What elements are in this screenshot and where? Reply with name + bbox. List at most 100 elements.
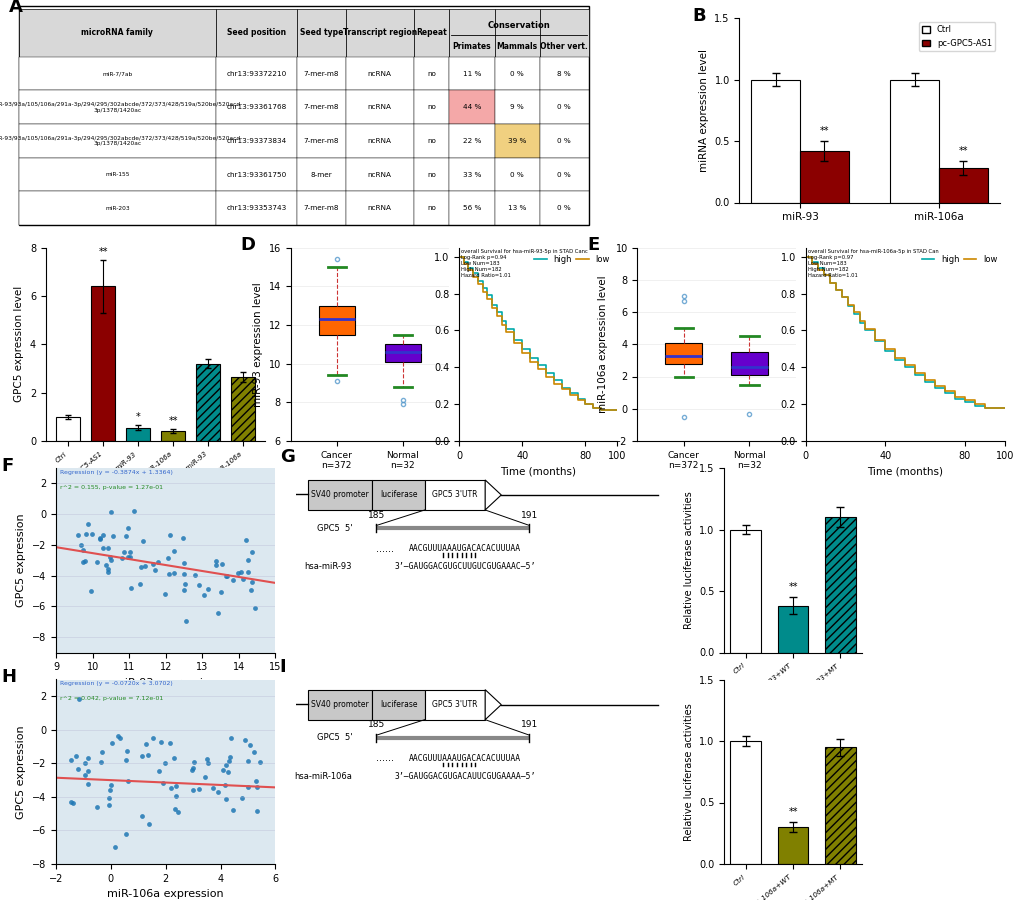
X-axis label: miR-93 expression: miR-93 expression [114,678,217,688]
Point [243,582,259,597]
Bar [824,518,855,652]
Point [100,564,116,579]
Point [185,754,202,769]
FancyBboxPatch shape [424,689,485,720]
FancyBboxPatch shape [372,480,424,510]
Text: 3’–GAUGGACGUGCUUGUCGUGAAAC–5’: 3’–GAUGGACGUGCUUGUCGUGAAAC–5’ [394,562,535,572]
Bar [230,377,255,441]
Point [123,580,140,595]
Point [218,569,234,583]
Text: **: ** [958,146,967,156]
Text: miR-155: miR-155 [105,172,129,177]
Bar [216,192,297,225]
Point [249,779,265,794]
Point [104,735,120,750]
Point [239,779,256,794]
Point [175,555,192,570]
Point [191,781,207,796]
Point [63,795,79,809]
Point [101,791,117,806]
Text: 22 %: 22 % [463,138,481,144]
Point [237,733,254,747]
Bar [448,9,494,57]
Bar [216,57,297,90]
Text: 191: 191 [521,720,538,729]
Bar [539,192,588,225]
Point [157,587,173,601]
Text: Transcript region: Transcript region [342,29,417,38]
Point [133,560,150,574]
PathPatch shape [318,305,355,335]
Text: no: no [427,172,435,177]
Point [197,770,213,784]
Point [155,775,171,789]
Text: no: no [427,205,435,212]
Point [165,751,181,765]
PathPatch shape [664,343,701,364]
Point [138,737,154,751]
Point [248,774,264,788]
Text: miR-7/7ab: miR-7/7ab [102,71,132,76]
Bar [18,124,216,158]
Bar [494,124,539,158]
Text: Seed position: Seed position [227,29,286,38]
Point [244,544,260,559]
Point [117,528,133,543]
Text: chr13:93353743: chr13:93353743 [226,205,286,212]
Text: 185: 185 [368,720,384,729]
Point [207,554,223,569]
Point [249,804,265,818]
Text: 13 %: 13 % [507,205,526,212]
Y-axis label: GPC5 expression level: GPC5 expression level [14,286,24,402]
Point [93,754,109,769]
Text: chr13:93372210: chr13:93372210 [226,70,286,77]
Bar [494,158,539,192]
Point [102,549,118,563]
Point [242,738,258,752]
Text: miR-93/93a/105/106a/291a-3p/294/295/302abcde/372/373/428/519a/520be/520acd-
3p/1: miR-93/93a/105/106a/291a-3p/294/295/302a… [0,136,243,147]
Point [90,800,106,814]
Text: r^2 = 0.155, p-value = 1.27e-01: r^2 = 0.155, p-value = 1.27e-01 [60,484,163,490]
Text: 44 %: 44 % [463,104,481,111]
Point [167,778,183,793]
Point [200,581,216,596]
Point [116,545,132,560]
Bar [776,606,808,652]
Point [220,754,236,769]
Text: **: ** [788,582,797,592]
Point [176,583,193,598]
Point [167,802,183,816]
Bar [91,286,115,441]
FancyBboxPatch shape [372,689,424,720]
Text: SV40 promoter: SV40 promoter [311,491,369,500]
Bar [799,151,848,202]
Bar [414,124,448,158]
Text: luciferase: luciferase [379,491,417,500]
Point [153,734,169,749]
Text: ncRNA: ncRNA [367,138,391,144]
Point [67,749,84,763]
Point [187,567,204,581]
Point [229,566,246,580]
Point [100,562,116,576]
Point [222,750,238,764]
Point [141,816,157,831]
Point [107,841,123,855]
Text: 0 %: 0 % [556,205,571,212]
Point [74,543,91,557]
Point [135,534,151,548]
Text: G: G [279,448,294,466]
Bar [448,90,494,124]
Bar [414,90,448,124]
Bar [414,9,448,57]
Point [70,527,87,542]
Text: GPC5 3'UTR: GPC5 3'UTR [432,491,477,500]
Y-axis label: miR-93 expression level: miR-93 expression level [253,282,263,407]
Text: GPC5  5': GPC5 5' [316,524,352,533]
Point [133,808,150,823]
Point [63,753,79,768]
Point [150,554,166,569]
Point [119,550,136,564]
X-axis label: Time (months): Time (months) [499,466,576,476]
Point [95,541,111,555]
